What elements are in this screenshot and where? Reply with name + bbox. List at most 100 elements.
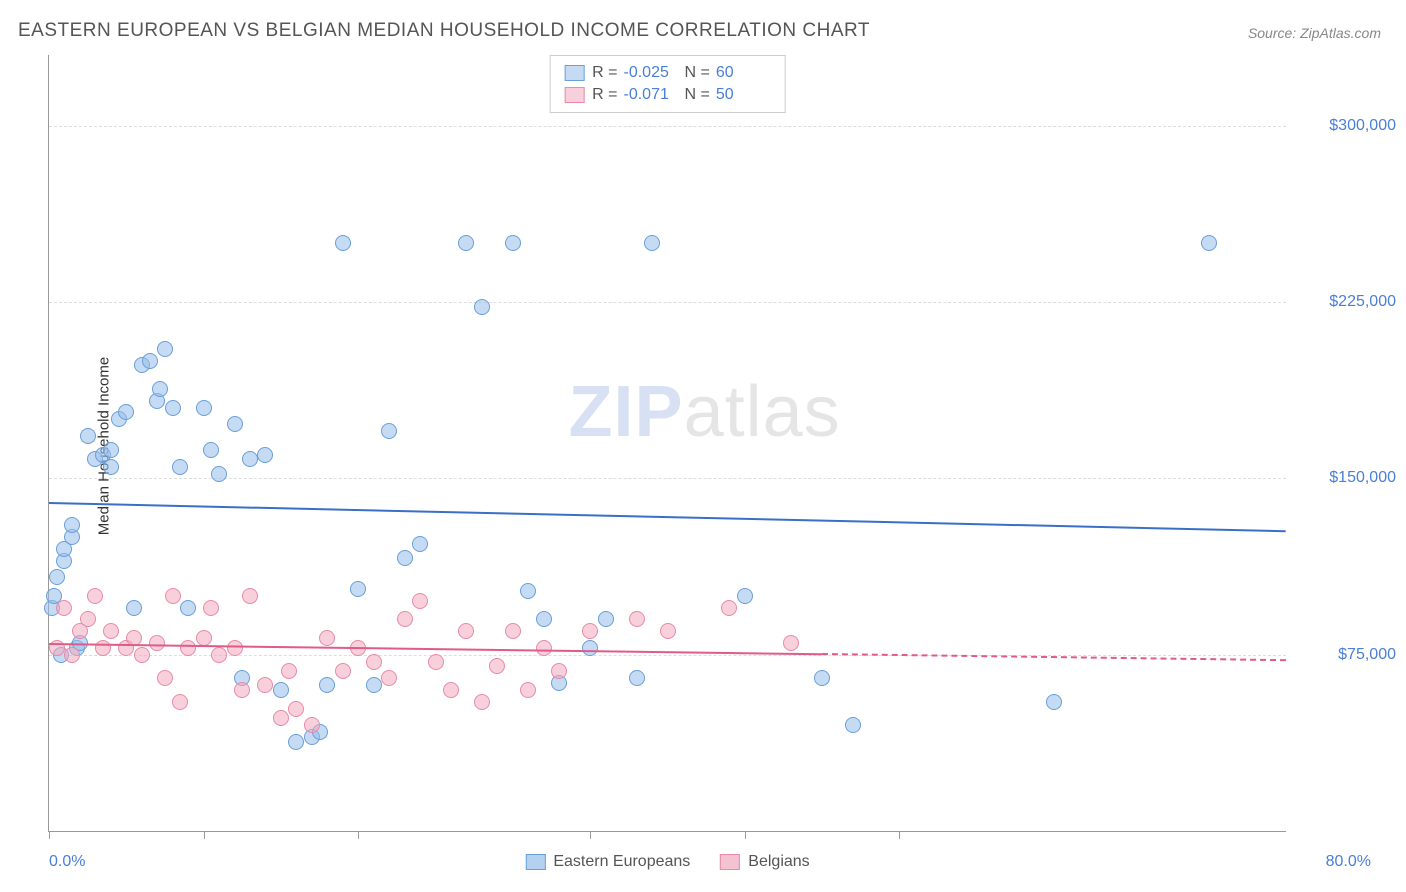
data-point [152,381,168,397]
data-point [242,588,258,604]
x-tick [590,831,591,839]
data-point [180,600,196,616]
data-point [721,600,737,616]
data-point [366,677,382,693]
data-point [126,600,142,616]
data-point [536,611,552,627]
watermark: ZIPatlas [569,371,841,453]
data-point [412,593,428,609]
data-point [520,682,536,698]
legend-series-label: Belgians [748,853,809,871]
legend-row-belgian: R = -0.071 N = 50 [564,84,771,106]
data-point [211,466,227,482]
data-point [49,640,65,656]
x-tick [358,831,359,839]
x-tick [899,831,900,839]
legend-n-label: N = [685,86,710,104]
data-point [288,701,304,717]
trend-line [49,502,1286,532]
legend-r-value-eastern: -0.025 [624,64,679,82]
data-point [443,682,459,698]
data-point [196,400,212,416]
data-point [134,647,150,663]
data-point [458,623,474,639]
data-point [288,734,304,750]
legend-r-value-belgian: -0.071 [624,86,679,104]
data-point [56,600,72,616]
data-point [505,235,521,251]
data-point [257,677,273,693]
data-point [165,588,181,604]
data-point [80,611,96,627]
x-tick [49,831,50,839]
data-point [103,459,119,475]
data-point [319,630,335,646]
data-point [412,536,428,552]
data-point [350,581,366,597]
data-point [397,550,413,566]
x-axis-min: 0.0% [49,853,85,871]
data-point [629,670,645,686]
data-point [157,670,173,686]
data-point [118,404,134,420]
legend-n-value-eastern: 60 [716,64,771,82]
data-point [660,623,676,639]
data-point [474,694,490,710]
chart-container: EASTERN EUROPEAN VS BELGIAN MEDIAN HOUSE… [0,0,1406,892]
chart-title: EASTERN EUROPEAN VS BELGIAN MEDIAN HOUSE… [18,20,870,42]
data-point [428,654,444,670]
data-point [458,235,474,251]
data-point [304,717,320,733]
data-point [142,353,158,369]
data-point [505,623,521,639]
legend-swatch-eastern [564,65,584,81]
data-point [227,416,243,432]
series-legend: Eastern Europeans Belgians [525,853,809,871]
data-point [103,623,119,639]
data-point [319,677,335,693]
legend-r-label: R = [592,86,617,104]
gridline [49,302,1286,303]
data-point [598,611,614,627]
data-point [95,640,111,656]
legend-item-eastern: Eastern Europeans [525,853,690,871]
data-point [1046,694,1062,710]
data-point [49,569,65,585]
data-point [87,588,103,604]
data-point [103,442,119,458]
x-tick [204,831,205,839]
data-point [381,670,397,686]
data-point [234,682,250,698]
data-point [845,717,861,733]
data-point [814,670,830,686]
data-point [335,663,351,679]
data-point [551,663,567,679]
watermark-zip: ZIP [569,372,684,452]
data-point [180,640,196,656]
data-point [157,341,173,357]
x-axis-max: 80.0% [1326,853,1371,871]
data-point [783,635,799,651]
legend-r-label: R = [592,64,617,82]
legend-swatch-icon [525,854,545,870]
y-tick-label: $300,000 [1329,117,1396,135]
data-point [644,235,660,251]
legend-row-eastern: R = -0.025 N = 60 [564,62,771,84]
watermark-atlas: atlas [684,372,841,452]
data-point [80,428,96,444]
legend-swatch-icon [720,854,740,870]
data-point [165,400,181,416]
plot-area: ZIPatlas R = -0.025 N = 60 R = -0.071 N … [48,55,1286,832]
data-point [172,459,188,475]
data-point [273,710,289,726]
data-point [335,235,351,251]
legend-n-value-belgian: 50 [716,86,771,104]
data-point [203,600,219,616]
data-point [536,640,552,656]
data-point [149,635,165,651]
y-tick-label: $225,000 [1329,293,1396,311]
data-point [64,647,80,663]
data-point [196,630,212,646]
data-point [1201,235,1217,251]
data-point [203,442,219,458]
